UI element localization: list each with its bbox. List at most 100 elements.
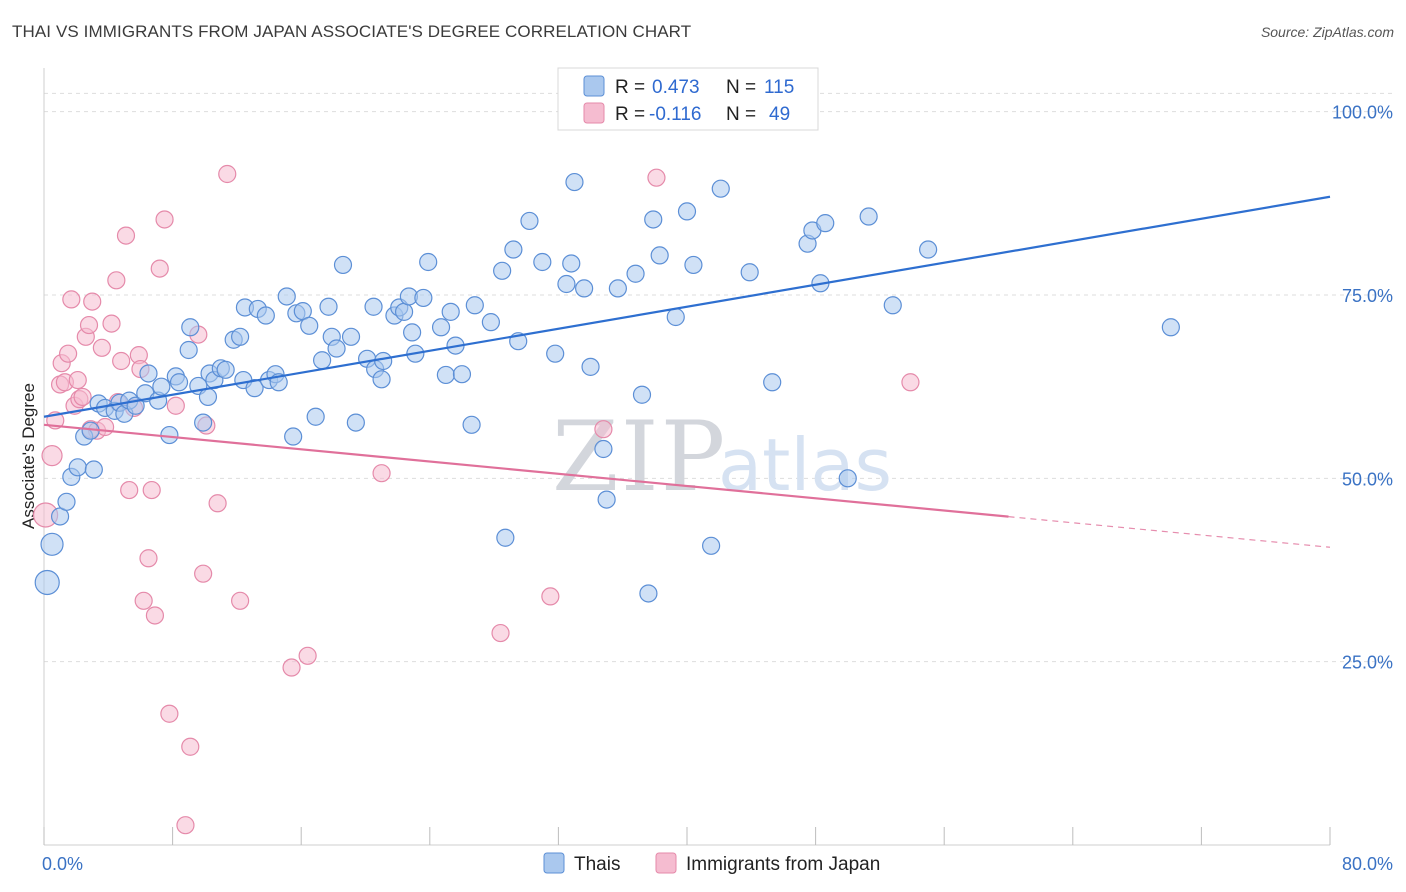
- japan-point-11: [73, 387, 92, 407]
- thais-point-97: [677, 202, 697, 221]
- legend-swatch-thais: [583, 75, 605, 97]
- japan-point-15: [83, 292, 102, 311]
- japan-point-24: [120, 480, 139, 500]
- japan-point-22: [112, 351, 131, 371]
- legend-r-value-thais: 0.473: [652, 77, 700, 98]
- x-tick-label-1: 80.0%: [1342, 854, 1393, 874]
- thais-point-108: [859, 207, 878, 226]
- thais-point-26: [194, 413, 213, 432]
- thais-point-88: [594, 439, 613, 459]
- thais-point-96: [666, 307, 685, 327]
- japan-point-29: [139, 549, 158, 568]
- thais-point-58: [372, 370, 391, 389]
- watermark: ZIP atlas: [552, 401, 892, 513]
- thais-point-51: [327, 339, 346, 358]
- thais-point-53: [341, 327, 361, 346]
- bottom-legend-label-thais: Thais: [574, 854, 620, 875]
- thais-point-107: [838, 469, 857, 488]
- japan-point-9: [68, 370, 87, 390]
- thais-point-110: [919, 240, 938, 259]
- thais-point-81: [533, 252, 552, 272]
- japan-point-46: [372, 464, 391, 483]
- watermark-zip: ZIP: [552, 401, 727, 513]
- trend-lines: [43, 195, 1331, 548]
- japan-point-37: [181, 737, 200, 756]
- thais-point-74: [465, 296, 484, 315]
- japan-point-28: [134, 591, 153, 610]
- y-tick-label-0: 25.0%: [1342, 653, 1393, 673]
- thais-point-49: [319, 297, 338, 316]
- bottom-legend-swatch-japan: [655, 852, 677, 874]
- legend-r-label-japan: R =: [615, 104, 645, 125]
- japan-trend-extension: [1008, 516, 1331, 548]
- thais-point-43: [284, 427, 303, 446]
- japan-trend-line: [43, 423, 1009, 518]
- x-tick-label-0: 0.0%: [42, 854, 83, 874]
- thais-point-52: [333, 255, 353, 275]
- y-tick-label-1: 50.0%: [1342, 469, 1393, 489]
- thais-point-87: [581, 357, 600, 376]
- japan-point-48: [541, 587, 560, 606]
- thais-point-33: [231, 327, 250, 346]
- thais-point-99: [702, 536, 721, 555]
- thais-point-64: [403, 323, 422, 342]
- thais-point-17: [139, 364, 158, 383]
- thais-point-5: [68, 458, 87, 477]
- thais-point-20: [160, 425, 179, 445]
- japan-point-36: [176, 816, 195, 835]
- legend-r-label-thais: R =: [615, 77, 645, 98]
- bottom-legend-label-japan: Immigrants from Japan: [686, 854, 880, 875]
- japan-point-42: [218, 164, 237, 184]
- x-axis: 0.0% 80.0%: [42, 68, 1393, 874]
- y-tick-label-3: 100.0%: [1332, 103, 1393, 123]
- thais-point-66: [414, 288, 433, 308]
- japan-point-50: [647, 168, 666, 187]
- thais-point-3: [57, 492, 76, 511]
- thais-point-62: [394, 302, 414, 321]
- thais-point-38: [256, 306, 275, 325]
- japan-point-49: [594, 420, 613, 439]
- thais-point-101: [740, 263, 759, 282]
- bottom-legend: Thais Immigrants from Japan: [543, 852, 880, 875]
- japan-point-45: [298, 646, 317, 665]
- thais-point-89: [597, 490, 616, 509]
- thais-point-111: [1161, 318, 1180, 337]
- legend-swatch-japan: [583, 102, 605, 124]
- japan-point-23: [116, 226, 136, 245]
- thais-point-46: [300, 316, 319, 335]
- thais-point-1: [40, 532, 64, 556]
- thais-point-0: [34, 569, 60, 596]
- thais-point-95: [650, 246, 669, 265]
- y-axis-label: Associate's Degree: [19, 383, 38, 529]
- japan-point-32: [150, 259, 169, 278]
- thais-point-90: [608, 279, 627, 298]
- japan-point-34: [160, 704, 179, 723]
- thais-point-85: [565, 172, 584, 192]
- japan-point-7: [62, 290, 81, 309]
- legend-n-value-thais: 115: [764, 77, 794, 98]
- thais-point-73: [462, 415, 481, 434]
- source-credit: Source: ZipAtlas.com: [1260, 24, 1394, 40]
- japan-point-43: [231, 591, 250, 610]
- thais-point-70: [441, 302, 460, 321]
- legend-n-value-japan: 49: [769, 104, 790, 125]
- thais-point-19: [152, 377, 171, 396]
- thais-point-31: [216, 360, 235, 379]
- thais-point-6: [84, 460, 103, 479]
- japan-point-39: [194, 564, 213, 583]
- thais-point-42: [277, 287, 296, 306]
- thais-point-48: [312, 351, 332, 370]
- legend-n-label-japan: N =: [726, 104, 756, 125]
- japan-point-30: [142, 480, 161, 500]
- thais-point-94: [644, 210, 663, 229]
- japan-point-41: [208, 494, 227, 513]
- thais-point-72: [452, 365, 472, 384]
- thais-point-68: [431, 318, 451, 337]
- japan-point-6: [59, 344, 78, 363]
- thais-point-106: [816, 214, 835, 233]
- legend-n-label-thais: N =: [726, 77, 756, 98]
- thais-point-91: [626, 264, 645, 283]
- thais-point-109: [883, 296, 902, 315]
- thais-point-47: [306, 407, 325, 426]
- thais-point-23: [179, 340, 198, 360]
